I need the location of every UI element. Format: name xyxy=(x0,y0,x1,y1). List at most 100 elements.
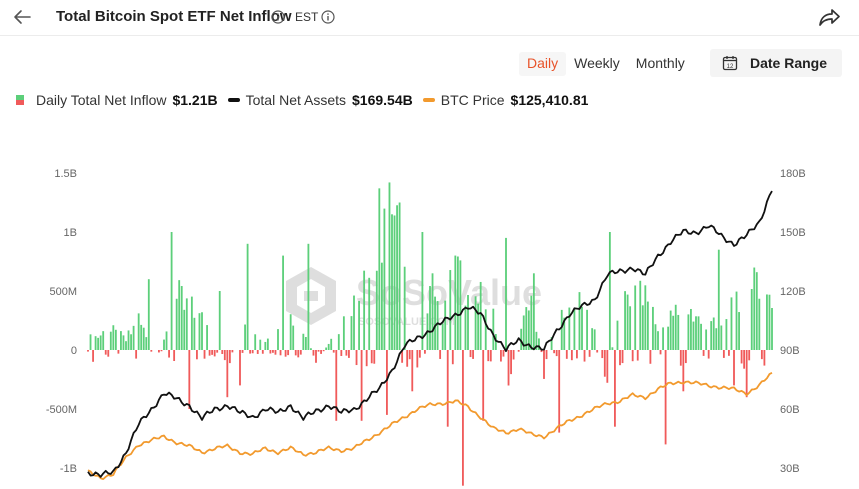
inflow-bar[interactable] xyxy=(348,350,350,358)
inflow-bar[interactable] xyxy=(221,350,224,354)
inflow-bar[interactable] xyxy=(373,350,376,364)
inflow-bar[interactable] xyxy=(733,350,735,386)
inflow-bar[interactable] xyxy=(330,338,333,350)
inflow-bar[interactable] xyxy=(160,350,163,352)
inflow-bar[interactable] xyxy=(175,298,178,350)
inflow-bar[interactable] xyxy=(178,280,181,350)
inflow-bar[interactable] xyxy=(611,347,614,350)
inflow-bar[interactable] xyxy=(266,338,269,350)
inflow-bar[interactable] xyxy=(188,350,191,409)
inflow-bar[interactable] xyxy=(322,350,325,352)
inflow-bar[interactable] xyxy=(201,312,203,350)
inflow-bar[interactable] xyxy=(535,331,538,350)
inflow-bar[interactable] xyxy=(654,324,657,350)
inflow-bar[interactable] xyxy=(183,309,186,350)
inflow-bar[interactable] xyxy=(196,350,198,360)
inflow-bar[interactable] xyxy=(679,350,682,366)
inflow-bar[interactable] xyxy=(464,305,467,350)
inflow-bar[interactable] xyxy=(350,316,353,350)
inflow-bar[interactable] xyxy=(755,272,758,350)
inflow-bar[interactable] xyxy=(449,270,452,350)
inflow-bar[interactable] xyxy=(469,350,472,358)
inflow-bar[interactable] xyxy=(89,334,92,350)
inflow-bar[interactable] xyxy=(109,331,112,350)
inflow-bar[interactable] xyxy=(340,350,343,356)
legend-item-net-inflow[interactable]: Daily Total Net Inflow $1.21B xyxy=(16,92,218,108)
inflow-bar[interactable] xyxy=(576,350,578,359)
inflow-bar[interactable] xyxy=(700,323,702,350)
inflow-bar[interactable] xyxy=(320,350,322,354)
inflow-bar[interactable] xyxy=(241,350,244,353)
timezone-info-icon[interactable] xyxy=(321,10,335,24)
inflow-bar[interactable] xyxy=(606,350,609,383)
inflow-bar[interactable] xyxy=(104,350,107,355)
inflow-bar[interactable] xyxy=(712,317,715,350)
inflow-bar[interactable] xyxy=(474,296,477,350)
inflow-bar[interactable] xyxy=(745,350,748,398)
inflow-bar[interactable] xyxy=(254,334,257,350)
inflow-bar[interactable] xyxy=(664,350,667,445)
inflow-bar[interactable] xyxy=(403,266,406,350)
inflow-bar[interactable] xyxy=(472,350,474,359)
inflow-bar[interactable] xyxy=(624,291,626,350)
inflow-bar[interactable] xyxy=(697,316,700,350)
inflow-bar[interactable] xyxy=(753,267,756,350)
inflow-bar[interactable] xyxy=(355,350,358,366)
inflow-bar[interactable] xyxy=(264,341,267,350)
inflow-bar[interactable] xyxy=(735,291,738,350)
inflow-bar[interactable] xyxy=(368,277,371,350)
inflow-bar[interactable] xyxy=(383,208,386,350)
inflow-bar[interactable] xyxy=(388,182,391,350)
inflow-bar[interactable] xyxy=(446,350,449,427)
inflow-bar[interactable] xyxy=(335,350,338,421)
inflow-bar[interactable] xyxy=(130,334,132,350)
inflow-bar[interactable] xyxy=(325,347,328,350)
inflow-bar[interactable] xyxy=(249,350,252,354)
inflow-bar[interactable] xyxy=(462,350,464,486)
inflow-bar[interactable] xyxy=(517,350,520,352)
inflow-bar[interactable] xyxy=(543,350,545,379)
inflow-bar[interactable] xyxy=(616,320,619,350)
inflow-bar[interactable] xyxy=(717,249,720,350)
inflow-bar[interactable] xyxy=(760,350,763,360)
legend-item-btc-price[interactable]: BTC Price $125,410.81 xyxy=(422,92,588,108)
inflow-bar[interactable] xyxy=(251,350,254,354)
inflow-bar[interactable] xyxy=(578,292,581,350)
inflow-bar[interactable] xyxy=(720,325,723,351)
inflow-bar[interactable] xyxy=(180,286,183,350)
inflow-bar[interactable] xyxy=(411,350,414,392)
inflow-bar[interactable] xyxy=(710,321,713,350)
inflow-bar[interactable] xyxy=(456,256,459,350)
inflow-bar[interactable] xyxy=(684,350,687,364)
inflow-bar[interactable] xyxy=(603,350,606,377)
inflow-bar[interactable] xyxy=(94,336,97,350)
inflow-bar[interactable] xyxy=(244,324,246,350)
inflow-bar[interactable] xyxy=(302,333,305,350)
inflow-bar[interactable] xyxy=(631,350,634,362)
inflow-bar[interactable] xyxy=(439,350,442,359)
inflow-bar[interactable] xyxy=(165,331,168,350)
inflow-bar[interactable] xyxy=(725,319,728,350)
inflow-bar[interactable] xyxy=(707,350,710,359)
inflow-bar[interactable] xyxy=(766,294,768,350)
inflow-bar[interactable] xyxy=(484,309,487,350)
inflow-bar[interactable] xyxy=(277,329,279,350)
inflow-bar[interactable] xyxy=(345,350,348,356)
inflow-bar[interactable] xyxy=(459,260,462,350)
inflow-bar[interactable] xyxy=(307,243,310,350)
inflow-bar[interactable] xyxy=(97,337,100,350)
inflow-bar[interactable] xyxy=(441,323,444,350)
inflow-bar[interactable] xyxy=(583,350,586,362)
inflow-bar[interactable] xyxy=(269,350,272,354)
inflow-bar[interactable] xyxy=(758,298,761,350)
inflow-bar[interactable] xyxy=(158,350,160,353)
inflow-bar[interactable] xyxy=(722,350,725,358)
inflow-bar[interactable] xyxy=(203,350,206,359)
inflow-bar[interactable] xyxy=(550,337,553,350)
inflow-bar[interactable] xyxy=(282,255,284,350)
inflow-bar[interactable] xyxy=(436,301,439,350)
inflow-bar[interactable] xyxy=(581,306,583,350)
inflow-bar[interactable] xyxy=(421,232,424,350)
inflow-bar[interactable] xyxy=(168,350,170,358)
inflow-bar[interactable] xyxy=(652,306,654,350)
